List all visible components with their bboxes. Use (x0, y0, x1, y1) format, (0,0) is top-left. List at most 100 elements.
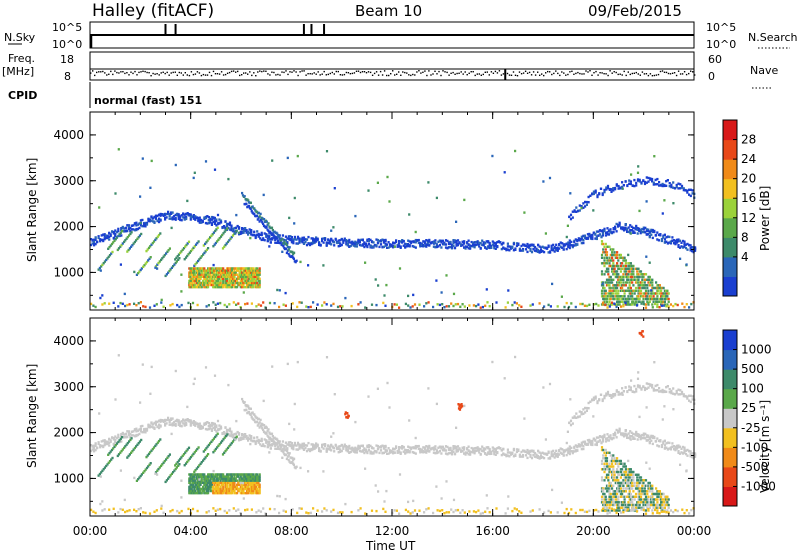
nave-point (351, 72, 354, 75)
power-cell (223, 273, 226, 276)
power-cell (250, 233, 253, 236)
power-cell (219, 301, 222, 305)
velocity-cell (503, 453, 506, 456)
velocity-cell (547, 457, 550, 460)
power-cell (206, 222, 209, 225)
power-cell (229, 271, 232, 274)
power-cell (212, 279, 215, 283)
power-cell (263, 232, 266, 235)
velocity-cell (112, 442, 115, 446)
power-cell (463, 242, 466, 245)
velocity-cell (114, 440, 117, 444)
power-cell (585, 236, 588, 240)
power-cell (203, 275, 206, 278)
power-cell (627, 300, 630, 303)
nave-point (182, 74, 184, 76)
power-cell (638, 275, 641, 279)
power-cell (222, 283, 225, 287)
power-cell (632, 264, 635, 268)
velocity-cell (174, 423, 177, 426)
power-cell (228, 303, 231, 306)
beam-title: Beam 10 (355, 2, 422, 20)
power-cell (242, 267, 245, 270)
power-cell (629, 264, 632, 268)
velocity-cell (586, 442, 589, 445)
velocity-cell (515, 448, 518, 451)
nave-point (474, 74, 476, 77)
velocity-cell (604, 440, 608, 443)
velocity-cell (219, 441, 223, 444)
velocity-cell (257, 441, 260, 444)
power-cell (604, 248, 607, 251)
power-cell (282, 303, 285, 306)
power-cell (247, 279, 250, 283)
power-cell (249, 283, 252, 287)
velocity-cell (677, 388, 680, 391)
freq-unit: [MHz] (2, 65, 34, 78)
power-cell (624, 223, 627, 226)
velocity-cell (559, 447, 562, 450)
power-cell (208, 273, 211, 276)
power-cell (413, 303, 417, 306)
power-cell (207, 269, 210, 272)
power-cell (348, 238, 351, 242)
power-cell (328, 242, 331, 245)
nave-point (688, 72, 690, 75)
power-cell (176, 303, 179, 307)
velocity-cell (429, 447, 432, 450)
power-cell (580, 241, 583, 245)
power-cell (225, 279, 229, 283)
power-cell (108, 254, 112, 257)
power-cell (577, 237, 580, 240)
power-cell (199, 256, 202, 259)
nave-point (690, 70, 692, 72)
power-cell (149, 256, 152, 259)
velocity-cell (686, 395, 689, 398)
power-cell (123, 227, 126, 230)
nave-point (303, 70, 305, 72)
power-cell (233, 277, 236, 280)
velocity-cell (129, 438, 132, 442)
nave-point (192, 73, 195, 76)
velocity-cell (167, 477, 170, 480)
nave-point (214, 73, 217, 75)
power-cell (156, 219, 159, 222)
velocity-cell (691, 398, 694, 401)
power-cell (290, 241, 293, 244)
power-cell (488, 246, 491, 250)
velocity-cell (290, 444, 293, 447)
nave-point (555, 70, 557, 72)
velocity-cell (256, 436, 259, 439)
power-cell (183, 258, 186, 261)
velocity-cell (488, 450, 491, 453)
power-cell (175, 256, 178, 259)
power-cell (594, 233, 597, 236)
velocity-cell (185, 422, 188, 425)
power-cell (604, 242, 607, 246)
velocity-cell (197, 424, 200, 428)
velocity-cell (236, 431, 239, 434)
velocity-cell (179, 422, 182, 425)
velocity-cell (105, 440, 108, 443)
nave-point (349, 73, 352, 75)
velocity-cell (367, 449, 370, 452)
power-cell (241, 267, 244, 270)
velocity-cell (666, 385, 669, 388)
power-cell (90, 302, 93, 306)
power-cell (191, 275, 195, 278)
velocity-cell (661, 390, 664, 394)
power-cell (598, 233, 602, 236)
power-cell (315, 238, 318, 241)
velocity-cell (407, 450, 410, 454)
power-cell (490, 246, 493, 249)
power-cell (550, 244, 553, 247)
power-cell (650, 289, 653, 292)
power-cell (209, 236, 212, 239)
power-cell (552, 243, 555, 247)
power-cell (224, 228, 228, 232)
velocity-cell (193, 485, 196, 489)
power-cell (648, 295, 651, 298)
power-cell (544, 247, 547, 250)
power-cell (345, 239, 348, 242)
velocity-cell (681, 445, 685, 449)
